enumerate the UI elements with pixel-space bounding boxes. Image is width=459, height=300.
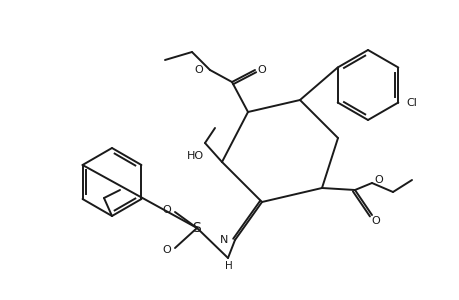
Text: O: O	[194, 65, 202, 75]
Text: O: O	[162, 245, 171, 255]
Text: H: H	[224, 261, 232, 271]
Text: HO: HO	[186, 151, 203, 161]
Text: O: O	[257, 65, 266, 75]
Text: Cl: Cl	[406, 98, 417, 107]
Text: S: S	[192, 221, 201, 235]
Text: O: O	[374, 175, 382, 185]
Text: N: N	[219, 235, 228, 245]
Text: O: O	[371, 216, 380, 226]
Text: O: O	[162, 205, 171, 215]
